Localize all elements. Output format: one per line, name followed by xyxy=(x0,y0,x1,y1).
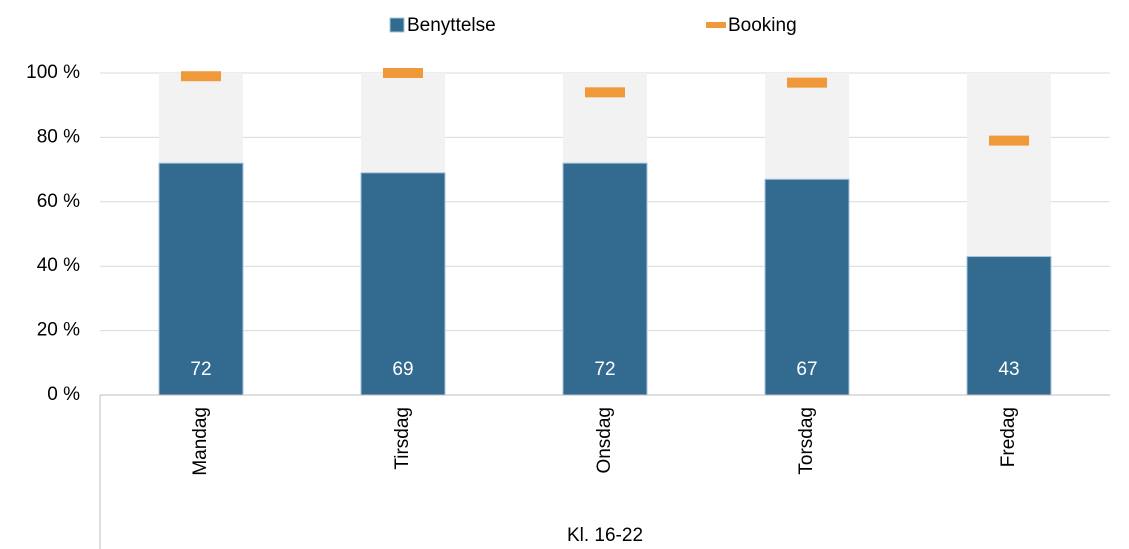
x-tick-label: Torsdag xyxy=(796,407,817,475)
y-tick-label: 60 % xyxy=(37,191,80,212)
legend-label: Booking xyxy=(728,15,797,36)
data-label: 72 xyxy=(190,359,211,380)
x-tick-label: Onsdag xyxy=(594,407,615,474)
y-tick-label: 100 % xyxy=(26,62,80,83)
category-group-label: Kl. 16-22 xyxy=(567,525,643,546)
data-label: 72 xyxy=(594,359,615,380)
x-tick-label: Fredag xyxy=(998,407,1019,467)
bar xyxy=(158,162,244,396)
booking-marker xyxy=(787,77,827,88)
x-tick-label: Mandag xyxy=(190,407,211,476)
bar xyxy=(562,162,648,396)
booking-marker xyxy=(383,68,423,78)
bar xyxy=(764,178,850,396)
booking-marker xyxy=(181,71,221,82)
legend-label: Benyttelse xyxy=(407,15,496,36)
data-label: 43 xyxy=(998,359,1019,380)
data-label: 69 xyxy=(392,359,413,380)
legend-swatch xyxy=(706,22,726,28)
booking-marker xyxy=(585,87,625,98)
y-tick-label: 40 % xyxy=(37,255,80,276)
bar xyxy=(966,256,1052,396)
legend-swatch xyxy=(389,17,405,33)
booking-marker xyxy=(989,135,1029,146)
y-tick-label: 80 % xyxy=(37,126,80,147)
x-tick-label: Tirsdag xyxy=(392,407,413,470)
y-tick-label: 20 % xyxy=(37,320,80,341)
bar xyxy=(360,172,446,396)
data-label: 67 xyxy=(796,359,817,380)
y-tick-label: 0 % xyxy=(47,384,80,405)
